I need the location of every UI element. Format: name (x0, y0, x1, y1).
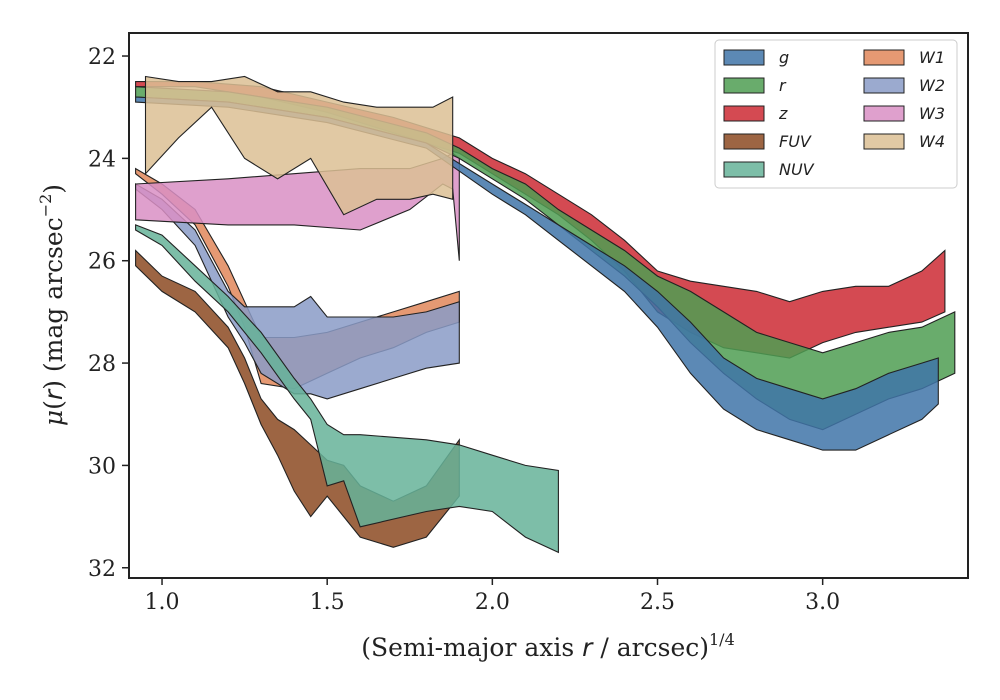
legend-swatch-w1 (863, 49, 905, 66)
legend-swatch-fuv (723, 133, 765, 150)
legend-label-w1: W1 (919, 48, 945, 67)
band-w4 (144, 75, 454, 216)
legend-label-w3: W3 (919, 104, 945, 123)
legend-label-z: z (778, 104, 788, 123)
x-axis: 1.0 1.5 2.0 2.5 3.0 (145, 578, 840, 615)
x-tick-label: 2.5 (640, 590, 675, 615)
band-nuv (135, 224, 559, 554)
legend-label-g: g (779, 48, 789, 67)
y-axis-label: μ(r) (mag arcsec−2) (36, 184, 68, 426)
y-tick-label: 26 (88, 250, 116, 275)
y-tick-label: 30 (88, 454, 116, 479)
x-tick-label: 3.0 (805, 590, 840, 615)
legend-swatch-w2 (863, 77, 905, 94)
y-tick-label: 28 (88, 352, 116, 377)
legend-label-w2: W2 (919, 76, 945, 95)
y-axis: 22 24 26 28 30 32 (88, 45, 129, 582)
legend-label-nuv: NUV (779, 160, 815, 179)
band-r (135, 86, 956, 431)
legend-swatch-nuv (723, 161, 765, 178)
y-tick-label: 24 (88, 147, 116, 172)
plot-frame (128, 32, 969, 579)
x-tick-label: 2.0 (475, 590, 510, 615)
y-tick-label: 32 (88, 557, 116, 582)
legend-label-w4: W4 (919, 132, 945, 151)
legend-label-r: r (779, 76, 787, 95)
y-tick-label: 22 (88, 45, 116, 70)
legend-swatch-z (723, 105, 765, 122)
legend-swatch-g (723, 49, 765, 66)
legend: grz FUV NUV W1 W2 W3 W4 (714, 39, 958, 189)
legend-frame (714, 39, 958, 189)
legend-swatch-w4 (863, 133, 905, 150)
x-axis-label: (Semi-major axis r / arcsec)1/4 (361, 630, 735, 662)
legend-swatch-w3 (863, 105, 905, 122)
legend-label-fuv: FUV (779, 132, 812, 151)
series-layer (135, 75, 956, 554)
x-tick-label: 1.0 (145, 590, 180, 615)
legend-swatch-r (723, 77, 765, 94)
x-tick-label: 1.5 (310, 590, 345, 615)
band-g (135, 96, 939, 451)
band-w2 (135, 183, 460, 400)
